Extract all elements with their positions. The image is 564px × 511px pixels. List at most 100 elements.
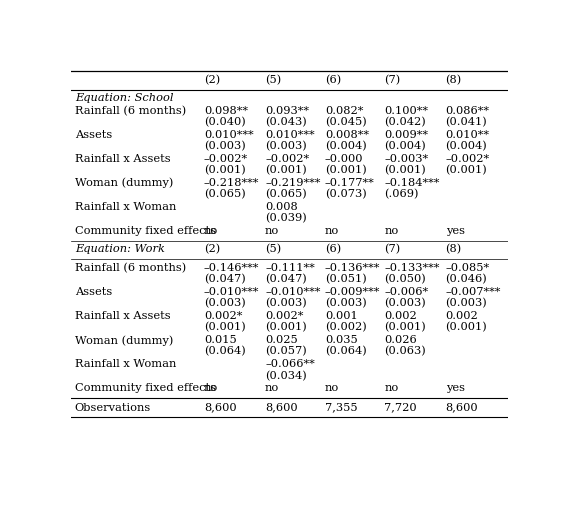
Text: (0.003): (0.003) bbox=[265, 298, 307, 309]
Text: 0.002: 0.002 bbox=[446, 311, 478, 321]
Text: (0.046): (0.046) bbox=[446, 274, 487, 284]
Text: (0.004): (0.004) bbox=[384, 141, 426, 151]
Text: (0.004): (0.004) bbox=[325, 141, 367, 151]
Text: (0.065): (0.065) bbox=[265, 189, 307, 199]
Text: –0.002*: –0.002* bbox=[204, 154, 248, 164]
Text: 8,600: 8,600 bbox=[265, 403, 298, 412]
Text: (0.064): (0.064) bbox=[204, 346, 245, 357]
Text: (0.001): (0.001) bbox=[265, 165, 307, 175]
Text: Equation: School: Equation: School bbox=[75, 94, 173, 103]
Text: no: no bbox=[325, 225, 339, 236]
Text: 8,600: 8,600 bbox=[204, 403, 236, 412]
Text: (6): (6) bbox=[325, 75, 341, 86]
Text: (0.057): (0.057) bbox=[265, 346, 307, 357]
Text: (0.003): (0.003) bbox=[204, 298, 245, 309]
Text: 0.026: 0.026 bbox=[384, 335, 417, 345]
Text: –0.007***: –0.007*** bbox=[446, 287, 501, 297]
Text: –0.218***: –0.218*** bbox=[204, 178, 259, 188]
Text: (7): (7) bbox=[384, 244, 400, 254]
Text: (0.051): (0.051) bbox=[325, 274, 367, 284]
Text: (0.003): (0.003) bbox=[446, 298, 487, 309]
Text: yes: yes bbox=[446, 225, 465, 236]
Text: –0.006*: –0.006* bbox=[384, 287, 429, 297]
Text: (6): (6) bbox=[325, 244, 341, 254]
Text: (0.063): (0.063) bbox=[384, 346, 426, 357]
Text: (0.050): (0.050) bbox=[384, 274, 426, 284]
Text: 0.010**: 0.010** bbox=[446, 130, 490, 140]
Text: 0.035: 0.035 bbox=[325, 335, 358, 345]
Text: –0.010***: –0.010*** bbox=[204, 287, 259, 297]
Text: 0.100**: 0.100** bbox=[384, 106, 428, 115]
Text: –0.002*: –0.002* bbox=[265, 154, 309, 164]
Text: (2): (2) bbox=[204, 75, 220, 86]
Text: Rainfall x Assets: Rainfall x Assets bbox=[75, 311, 170, 321]
Text: –0.000: –0.000 bbox=[325, 154, 363, 164]
Text: (0.001): (0.001) bbox=[446, 165, 487, 175]
Text: (0.042): (0.042) bbox=[384, 117, 426, 127]
Text: –0.003*: –0.003* bbox=[384, 154, 429, 164]
Text: Observations: Observations bbox=[75, 403, 151, 412]
Text: no: no bbox=[384, 225, 399, 236]
Text: (0.047): (0.047) bbox=[204, 274, 245, 284]
Text: 0.010***: 0.010*** bbox=[204, 130, 253, 140]
Text: (0.041): (0.041) bbox=[446, 117, 487, 127]
Text: Assets: Assets bbox=[75, 130, 112, 140]
Text: (0.065): (0.065) bbox=[204, 189, 245, 199]
Text: no: no bbox=[265, 383, 279, 393]
Text: –0.066**: –0.066** bbox=[265, 359, 315, 369]
Text: 8,600: 8,600 bbox=[446, 403, 478, 412]
Text: 0.009**: 0.009** bbox=[384, 130, 428, 140]
Text: (0.004): (0.004) bbox=[446, 141, 487, 151]
Text: no: no bbox=[265, 225, 279, 236]
Text: (0.001): (0.001) bbox=[384, 165, 426, 175]
Text: Community fixed effects: Community fixed effects bbox=[75, 225, 216, 236]
Text: (0.043): (0.043) bbox=[265, 117, 307, 127]
Text: (0.003): (0.003) bbox=[265, 141, 307, 151]
Text: (7): (7) bbox=[384, 75, 400, 86]
Text: –0.010***: –0.010*** bbox=[265, 287, 320, 297]
Text: –0.219***: –0.219*** bbox=[265, 178, 320, 188]
Text: (8): (8) bbox=[446, 244, 462, 254]
Text: 0.001: 0.001 bbox=[325, 311, 358, 321]
Text: no: no bbox=[325, 383, 339, 393]
Text: (5): (5) bbox=[265, 75, 281, 86]
Text: (0.001): (0.001) bbox=[384, 322, 426, 333]
Text: (.069): (.069) bbox=[384, 189, 419, 199]
Text: Rainfall x Woman: Rainfall x Woman bbox=[75, 202, 176, 212]
Text: Rainfall (6 months): Rainfall (6 months) bbox=[75, 263, 186, 273]
Text: Woman (dummy): Woman (dummy) bbox=[75, 178, 173, 189]
Text: –0.009***: –0.009*** bbox=[325, 287, 380, 297]
Text: 0.086**: 0.086** bbox=[446, 106, 490, 115]
Text: –0.177**: –0.177** bbox=[325, 178, 374, 188]
Text: (0.073): (0.073) bbox=[325, 189, 367, 199]
Text: (8): (8) bbox=[446, 75, 462, 86]
Text: 0.025: 0.025 bbox=[265, 335, 298, 345]
Text: 7,720: 7,720 bbox=[384, 403, 417, 412]
Text: 0.082*: 0.082* bbox=[325, 106, 363, 115]
Text: (0.001): (0.001) bbox=[325, 165, 367, 175]
Text: (0.039): (0.039) bbox=[265, 213, 307, 223]
Text: Woman (dummy): Woman (dummy) bbox=[75, 335, 173, 345]
Text: (0.001): (0.001) bbox=[204, 322, 245, 333]
Text: –0.002*: –0.002* bbox=[446, 154, 490, 164]
Text: 0.093**: 0.093** bbox=[265, 106, 309, 115]
Text: –0.184***: –0.184*** bbox=[384, 178, 440, 188]
Text: Rainfall x Woman: Rainfall x Woman bbox=[75, 359, 176, 369]
Text: (0.034): (0.034) bbox=[265, 370, 307, 381]
Text: (0.040): (0.040) bbox=[204, 117, 245, 127]
Text: yes: yes bbox=[446, 383, 465, 393]
Text: (0.003): (0.003) bbox=[384, 298, 426, 309]
Text: 7,355: 7,355 bbox=[325, 403, 358, 412]
Text: –0.146***: –0.146*** bbox=[204, 263, 259, 273]
Text: 0.098**: 0.098** bbox=[204, 106, 248, 115]
Text: (2): (2) bbox=[204, 244, 220, 254]
Text: (0.001): (0.001) bbox=[265, 322, 307, 333]
Text: (0.045): (0.045) bbox=[325, 117, 367, 127]
Text: –0.133***: –0.133*** bbox=[384, 263, 440, 273]
Text: no: no bbox=[204, 225, 218, 236]
Text: no: no bbox=[384, 383, 399, 393]
Text: –0.136***: –0.136*** bbox=[325, 263, 380, 273]
Text: (0.001): (0.001) bbox=[446, 322, 487, 333]
Text: 0.010***: 0.010*** bbox=[265, 130, 315, 140]
Text: (0.002): (0.002) bbox=[325, 322, 367, 333]
